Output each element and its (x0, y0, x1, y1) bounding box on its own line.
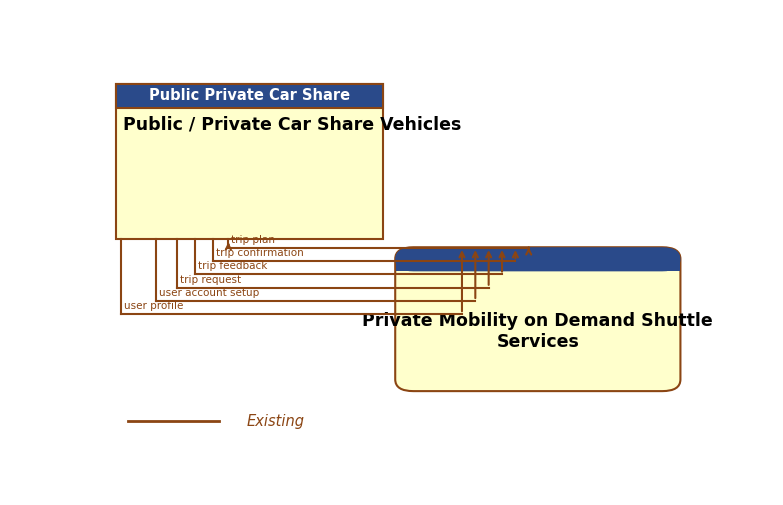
Text: trip confirmation: trip confirmation (216, 248, 304, 258)
Text: Public Private Car Share: Public Private Car Share (149, 88, 350, 104)
FancyBboxPatch shape (396, 259, 680, 271)
FancyBboxPatch shape (395, 247, 680, 391)
FancyBboxPatch shape (395, 247, 680, 271)
Text: user account setup: user account setup (158, 288, 259, 298)
Text: Public / Private Car Share Vehicles: Public / Private Car Share Vehicles (124, 115, 462, 133)
Text: Private Mobility on Demand Shuttle
Services: Private Mobility on Demand Shuttle Servi… (363, 312, 713, 350)
Text: trip plan: trip plan (232, 235, 276, 245)
Text: user profile: user profile (124, 301, 183, 311)
Text: trip feedback: trip feedback (198, 262, 267, 271)
Text: trip request: trip request (180, 275, 241, 285)
Text: Existing: Existing (247, 414, 305, 429)
FancyBboxPatch shape (116, 84, 383, 108)
FancyBboxPatch shape (116, 84, 383, 239)
